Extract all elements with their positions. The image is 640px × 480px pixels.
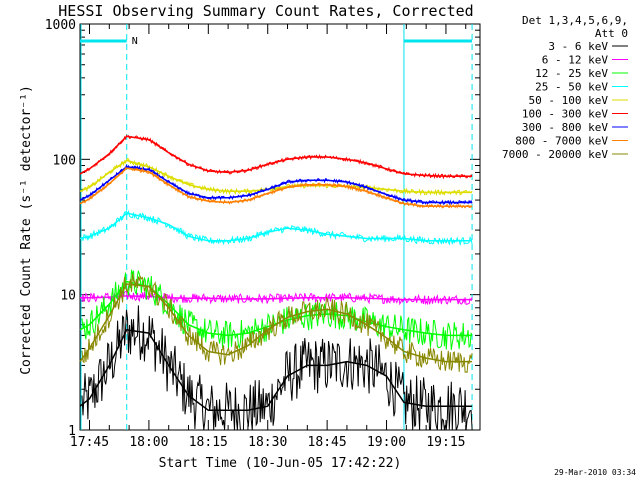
y-tick-label: 10 [60, 289, 76, 304]
x-tick-label: 18:45 [308, 435, 347, 450]
legend-entry-label: 800 - 7000 keV [515, 135, 608, 148]
y-tick-label: 100 [53, 153, 76, 168]
legend-entry-label: 3 - 6 keV [548, 40, 608, 53]
detector-note: Det 1,3,4,5,6,9, [522, 14, 628, 27]
legend-entry-label: 300 - 800 keV [522, 121, 608, 134]
y-axis-label: Corrected Count Rate (s⁻¹ detector⁻¹) [19, 85, 34, 375]
x-axis-label: Start Time (10-Jun-05 17:42:22) [159, 456, 402, 471]
series-line [81, 163, 473, 206]
series-6-12-kev [80, 290, 473, 306]
series-3-6-kev [79, 305, 473, 431]
x-tick-label: 17:45 [70, 435, 109, 450]
legend-entry-label: 7000 - 20000 keV [502, 148, 608, 161]
series-line [81, 209, 473, 247]
legend-entry-label: 100 - 300 keV [522, 108, 608, 121]
x-tick-label: 18:00 [129, 435, 168, 450]
series-7000-20000-kev [79, 273, 473, 373]
legend-entry-label: 6 - 12 keV [542, 54, 609, 67]
legend-entry-label: 25 - 50 keV [535, 81, 608, 94]
series-line [81, 157, 473, 197]
series-line [81, 305, 473, 431]
series-300-800-kev [79, 163, 473, 206]
chart-title: HESSI Observing Summary Count Rates, Cor… [58, 2, 473, 20]
x-tick-label: 18:30 [248, 435, 287, 450]
x-tick-label: 19:15 [426, 435, 465, 450]
series-line [81, 134, 473, 180]
x-tick-label: 19:00 [367, 435, 406, 450]
series-100-300-kev [79, 134, 473, 180]
legend-entry-label: 50 - 100 keV [529, 94, 609, 107]
detector-note: Att 0 [595, 27, 628, 40]
plot-area: 1 10 100 1000 17:45 18:00 18:15 18:30 18:45 19:00… [45, 18, 481, 450]
plot-frame [79, 23, 481, 431]
x-tick-label: 18:15 [189, 435, 228, 450]
night-marker-label: N [132, 36, 138, 47]
y-tick-label: 1000 [45, 18, 76, 33]
series-line [81, 290, 473, 306]
legend-entry-label: 12 - 25 keV [535, 67, 608, 80]
series-800-7000-kev [79, 166, 473, 209]
series-line [81, 273, 473, 373]
y-tick-label: 1 [68, 424, 76, 439]
series-line [81, 166, 473, 209]
series-25-50-kev [79, 209, 473, 247]
timestamp: 29-Mar-2010 03:34 [554, 468, 636, 477]
